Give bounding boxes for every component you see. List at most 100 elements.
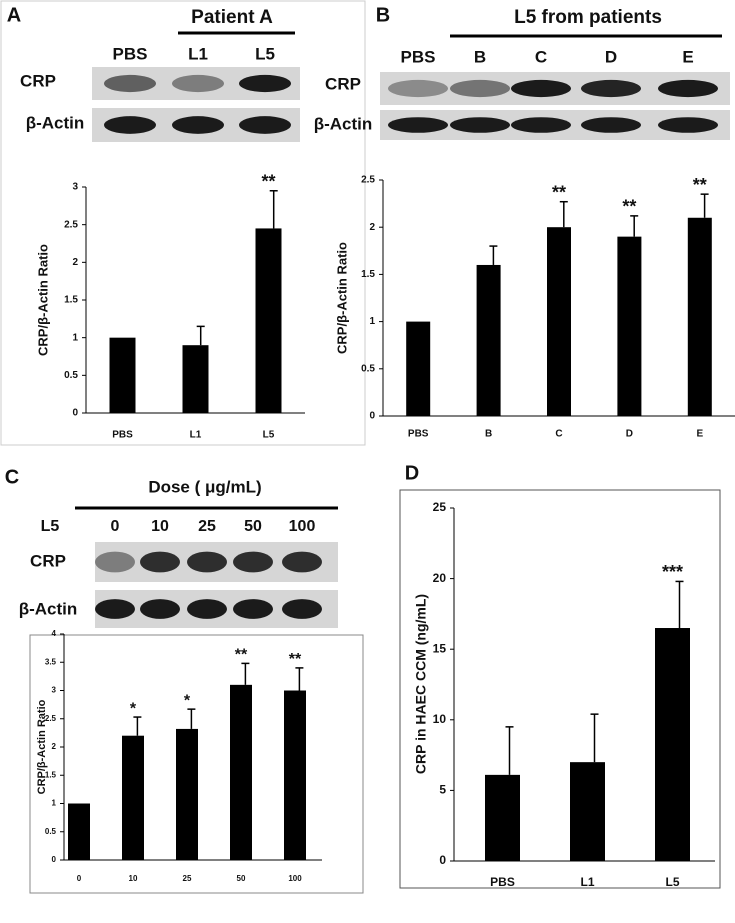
significance: ** [693,175,707,195]
bar [230,684,252,860]
x-tick-label: L1 [580,875,594,889]
panel-letter: A [7,4,21,26]
blot-band [511,117,571,133]
y-tick-label: 1 [72,332,78,343]
panel-frame [29,634,364,894]
blot-header: L5 from patients [514,7,662,28]
bar [68,803,90,860]
blot-band [95,599,135,619]
blot-band [95,551,135,573]
lane-label: D [605,47,617,66]
x-tick-label: C [555,429,562,440]
blot-band [233,551,273,573]
blot-band [104,74,156,93]
bar [122,735,144,860]
y-tick-label: 2.5 [361,175,375,186]
y-tick-label: 5 [439,783,446,797]
row-label: CRP [325,74,361,93]
significance: ** [622,197,636,217]
x-tick-label: L1 [190,430,202,441]
y-tick-label: 1.5 [45,770,57,779]
row-label: CRP [20,71,56,90]
significance: ** [289,651,302,668]
blot-header: Patient A [191,7,273,28]
x-tick-label: PBS [112,430,133,441]
x-tick-label: D [626,429,633,440]
blot-band [187,551,227,573]
y-tick-label: 20 [433,571,447,585]
y-tick-label: 1 [369,316,375,327]
y-tick-label: 2.5 [45,714,57,723]
y-tick-label: 2 [52,742,57,751]
blot-band [239,74,291,93]
x-tick-label: 25 [183,874,192,883]
blot-band [104,116,156,134]
lane-label: 50 [244,518,262,535]
y-axis-label: CRP in HAEC CCM (ng/mL) [413,594,429,774]
y-tick-label: 3.5 [45,657,57,666]
panel-frame [399,489,721,889]
y-tick-label: 1.5 [64,295,78,306]
y-tick-label: 0.5 [361,363,375,374]
blot-band [140,551,180,573]
lane-label: L1 [188,44,208,63]
lane-label: L5 [255,44,275,63]
lane-label: PBS [113,44,148,63]
x-tick-label: 50 [237,874,246,883]
blot-band [658,79,718,98]
panel-frame [0,0,366,446]
treatment-label: L5 [41,518,60,535]
blot-band [511,79,571,98]
y-tick-label: 0 [72,408,78,419]
lane-label: 0 [111,518,120,535]
significance: *** [662,562,683,582]
blot-band [581,117,641,133]
x-tick-label: L5 [263,430,275,441]
y-tick-label: 0 [52,855,57,864]
row-label: β-Actin [19,599,78,618]
significance: ** [261,172,275,192]
blot-band [239,116,291,134]
blot-band [581,79,641,98]
x-tick-label: E [696,429,703,440]
bar [617,236,642,416]
blot-band [450,117,510,133]
lane-label: E [682,47,693,66]
bar [570,762,605,861]
blot-band [388,79,448,98]
y-tick-label: 25 [433,500,447,514]
x-tick-label: PBS [490,875,515,889]
x-tick-label: PBS [408,429,429,440]
panel-letter: C [5,466,19,488]
bar [109,337,136,413]
blot-band [450,79,510,98]
blot-band [388,117,448,133]
panel-letter: D [405,462,419,484]
bar [547,227,571,416]
blot-band [187,599,227,619]
blot-header: Dose ( μg/mL) [148,477,261,496]
lane-label: 100 [289,518,316,535]
y-tick-label: 0.5 [64,370,78,381]
bar [406,321,431,416]
blot-band [140,599,180,619]
bar [485,774,520,861]
significance: * [130,700,137,717]
significance: * [184,692,191,709]
lane-label: B [474,47,486,66]
y-tick-label: 10 [433,712,447,726]
y-tick-label: 2 [72,257,78,268]
bar [476,264,501,416]
y-tick-label: 1 [52,799,57,808]
y-axis-label: CRP/β-Actin Ratio [35,244,50,356]
blot-band [172,74,224,93]
blot-band [233,599,273,619]
y-tick-label: 3 [72,182,78,193]
row-label: β-Actin [26,113,85,132]
y-tick-label: 0 [369,411,375,422]
lane-label: 25 [198,518,216,535]
bar [284,690,306,860]
y-tick-label: 4 [52,629,57,638]
y-tick-label: 15 [433,641,447,655]
